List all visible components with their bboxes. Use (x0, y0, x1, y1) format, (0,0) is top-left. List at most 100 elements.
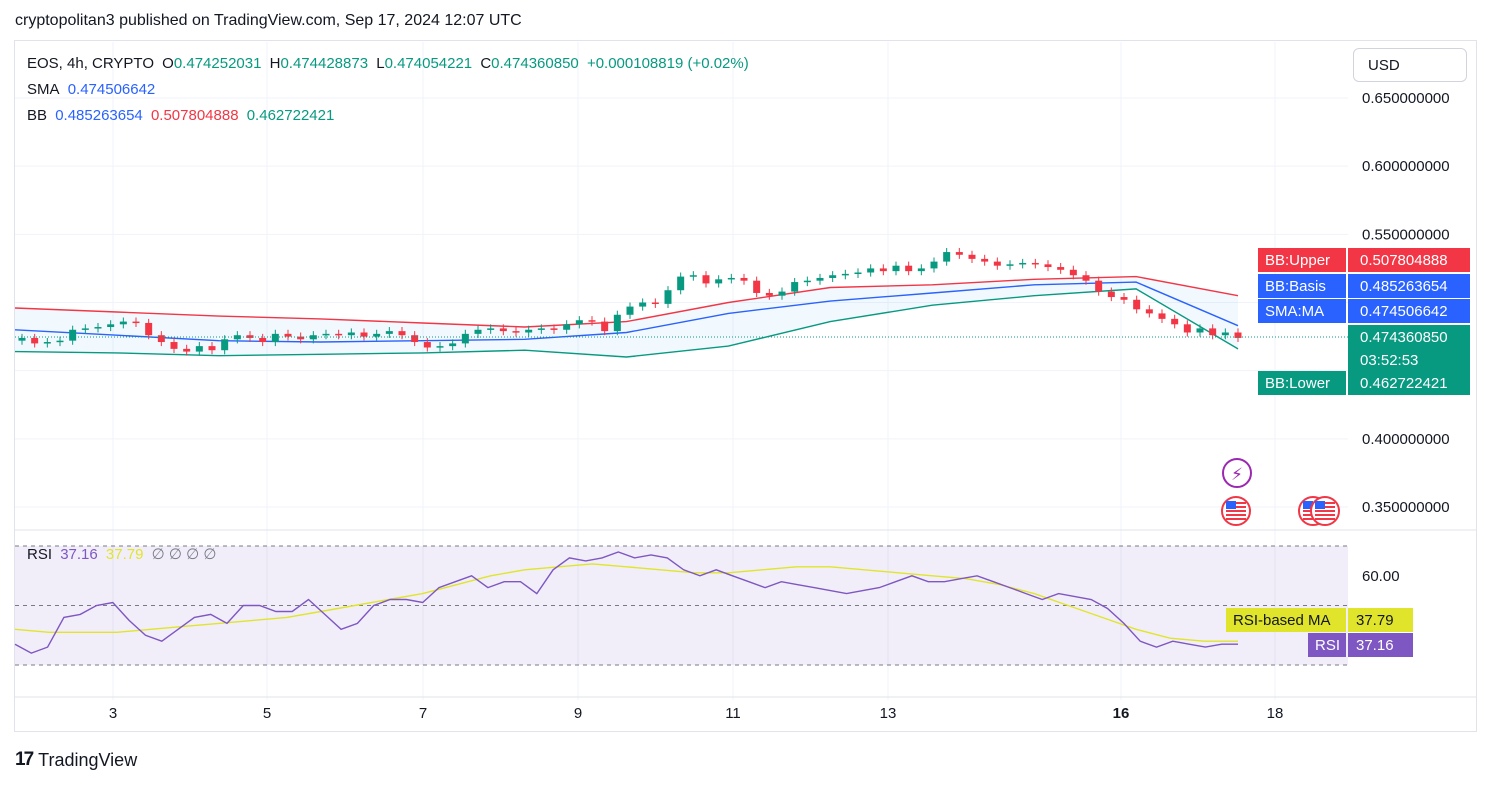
rsi-tag-name: RSI (1315, 637, 1340, 654)
tradingview-logo-icon: 17 (15, 749, 34, 770)
candle-body (1044, 264, 1052, 268)
price-tag-value: 0.507804888 (1360, 252, 1448, 269)
candle-body (297, 336, 305, 340)
candle-body (588, 320, 596, 322)
bb-legend[interactable]: BB 0.485263654 0.507804888 0.462722421 (27, 107, 338, 124)
flag-canton (1315, 501, 1325, 509)
time-tick-label: 9 (574, 705, 582, 722)
flag-canton (1303, 501, 1313, 509)
candle-body (525, 329, 533, 333)
candle-body (132, 321, 140, 324)
candle-body (841, 273, 849, 276)
rsi-tick-label: 60.00 (1362, 568, 1400, 585)
candle-body (170, 342, 178, 349)
candle-body (664, 290, 672, 304)
time-tick-label: 7 (419, 705, 427, 722)
candle-body (1069, 269, 1077, 276)
candle-body (639, 302, 647, 307)
candle-body (107, 324, 115, 328)
legend-high-label: H (269, 55, 281, 72)
countdown-label: 03:52:53 (1360, 352, 1418, 369)
candle-body (322, 333, 330, 336)
candle-body (917, 268, 925, 272)
candle-body (791, 282, 799, 292)
candle-body (398, 331, 406, 336)
price-tag: 0.462722421 BB:Lower (1258, 371, 1470, 395)
candle-body (499, 328, 507, 332)
rsi-legend[interactable]: RSI 37.16 37.79 ∅ ∅ ∅ ∅ (27, 545, 220, 563)
candle-body (43, 342, 51, 344)
rsi-ma-line (14, 563, 1238, 642)
candle-body (474, 329, 482, 334)
candle-body (626, 306, 634, 315)
rsi-ma-value: 37.79 (105, 546, 144, 563)
candle-body (284, 333, 292, 337)
time-tick-label: 16 (1113, 705, 1130, 722)
candle-body (905, 265, 913, 272)
candle-body (715, 279, 723, 284)
legend-change: +0.000108819 (+0.02%) (586, 55, 749, 72)
price-tick-label: 0.550000000 (1362, 226, 1450, 243)
price-tag-name-box (1258, 299, 1346, 323)
price-tag-value: 0.485263654 (1360, 278, 1448, 295)
published-line: cryptopolitan3 published on TradingView.… (15, 12, 522, 29)
bb-basis-line (14, 281, 1239, 343)
legend-symbol[interactable]: EOS, 4h, CRYPTO (27, 55, 154, 72)
lightning-glyph: ⚡ (1231, 465, 1243, 485)
candle-body (563, 324, 571, 330)
rsi-label: RSI (27, 546, 53, 563)
candle-body (829, 275, 837, 278)
candle-body (423, 342, 431, 348)
candle-body (1120, 297, 1128, 300)
price-tag: 0.474506642 SMA:MA (1258, 299, 1470, 323)
price-tag: 0.507804888 BB:Upper (1258, 248, 1470, 272)
candle-body (803, 280, 811, 283)
price-tag: 0.474360850 03:52:53 (1348, 325, 1470, 371)
candle-body (1234, 332, 1242, 338)
legend-close: 0.474360850 (491, 55, 579, 72)
sma-legend[interactable]: SMA 0.474506642 (27, 81, 159, 98)
candle-body (651, 302, 659, 304)
tradingview-logo[interactable]: 17 TradingView (15, 749, 137, 771)
price-tag-value: 0.462722421 (1360, 375, 1448, 392)
candle-body (1171, 318, 1179, 325)
rsi-tag-name-box (1226, 608, 1346, 632)
candle-body (183, 348, 191, 352)
candle-body (867, 268, 875, 273)
legend-open: 0.474252031 (173, 55, 262, 72)
price-tag-name: BB:Basis (1265, 278, 1326, 295)
currency-button[interactable]: USD (1353, 48, 1467, 82)
candle-body (271, 333, 279, 343)
candle-body (854, 272, 862, 275)
rsi-tag-value-box (1348, 608, 1413, 632)
price-tag-value-box (1348, 371, 1470, 395)
rsi-extra-values: ∅ ∅ ∅ ∅ (151, 546, 217, 563)
rsi-tag-value-box (1348, 633, 1413, 657)
candle-body (740, 277, 748, 281)
candle-body (550, 328, 558, 330)
chart-frame (14, 40, 1477, 732)
flag-canton (1226, 501, 1236, 509)
rsi-tag-value: 37.79 (1356, 612, 1394, 629)
candle-body (145, 322, 153, 336)
candle-body (879, 268, 887, 272)
candle-body (347, 332, 355, 336)
price-tag-name-box (1258, 274, 1346, 298)
candle-body (221, 339, 229, 351)
candle-body (613, 314, 621, 332)
candle-body (727, 277, 735, 280)
candle-body (968, 254, 976, 259)
candle-body (689, 275, 697, 277)
rsi-tag-name-box (1308, 633, 1346, 657)
price-tag-value-box (1348, 248, 1470, 272)
time-tick-label: 3 (109, 705, 117, 722)
price-tag-name: SMA:MA (1265, 303, 1324, 320)
legend-low-label: L (376, 55, 385, 72)
candle-body (575, 320, 583, 325)
price-tag-name: BB:Upper (1265, 252, 1330, 269)
bb-upper-line (14, 275, 1239, 328)
price-tick-label: 0.650000000 (1362, 90, 1450, 107)
candle-body (537, 328, 545, 330)
time-tick-label: 18 (1267, 705, 1284, 722)
